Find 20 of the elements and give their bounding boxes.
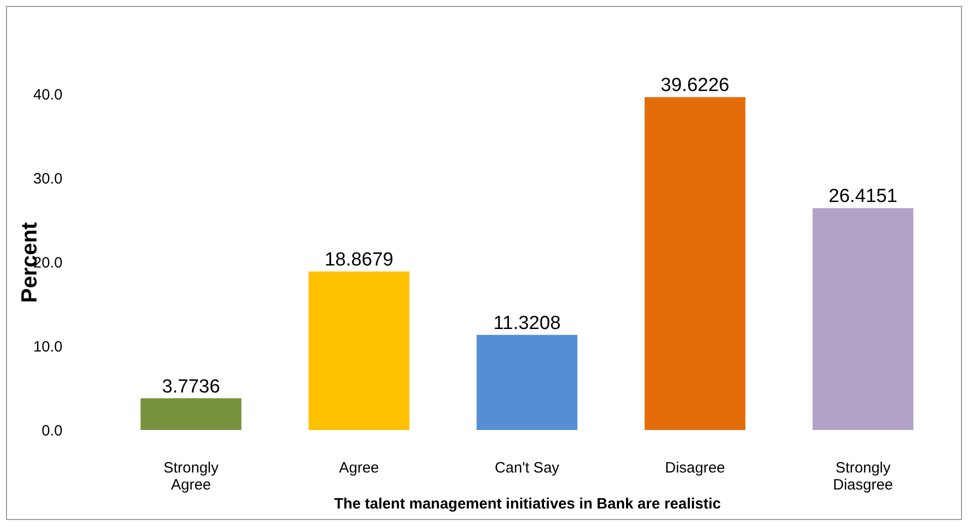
x-axis-title: The talent management initiatives in Bank are realistic — [334, 496, 721, 512]
y-tick-label: 30.0 — [33, 170, 62, 188]
x-tick-label: Can't Say — [494, 460, 560, 476]
x-tick-label: Agree — [338, 460, 380, 476]
bar — [812, 208, 914, 430]
x-tick-label: Disagree — [664, 460, 726, 476]
data-label: 11.3208 — [493, 312, 561, 334]
y-tick-label: 0.0 — [42, 422, 62, 440]
y-tick-label: 10.0 — [33, 338, 62, 356]
bar — [140, 398, 242, 430]
data-label: 3.7736 — [162, 376, 220, 398]
bar — [476, 334, 578, 430]
x-tick-label: Strongly Agree — [163, 460, 220, 494]
bar — [308, 272, 410, 430]
bar — [644, 97, 746, 430]
y-tick-label: 40.0 — [33, 86, 62, 104]
data-label: 26.4151 — [828, 186, 898, 208]
data-label: 18.8679 — [324, 250, 394, 271]
x-tick-label: Strongly Diasgree — [832, 460, 894, 494]
data-label: 39.6226 — [660, 75, 730, 96]
